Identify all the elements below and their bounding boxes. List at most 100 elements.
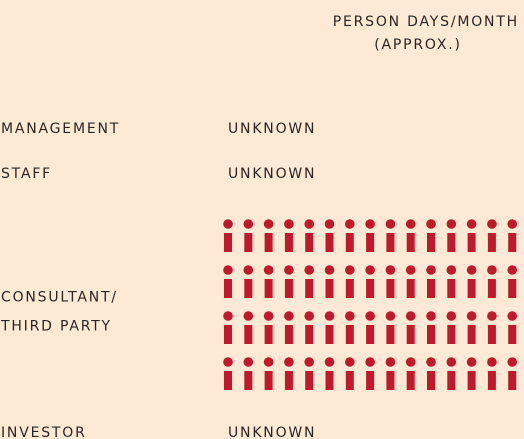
person-body	[305, 325, 314, 344]
row-label: THIRD PARTY	[0, 319, 112, 335]
person-body	[305, 371, 314, 390]
person-body	[467, 233, 476, 252]
person-body	[427, 233, 435, 252]
person-body	[487, 371, 496, 390]
person-body	[305, 233, 314, 252]
row-label: MANAGEMENT	[1, 121, 120, 137]
person-body	[366, 371, 375, 390]
person-body	[325, 325, 334, 344]
person-head	[405, 311, 416, 321]
person-head	[385, 219, 396, 229]
person-body	[264, 371, 273, 390]
person-body	[467, 325, 476, 344]
person-body	[264, 279, 273, 298]
person-head	[487, 357, 497, 367]
person-head	[466, 311, 477, 321]
person-body	[345, 325, 354, 344]
person-body	[224, 279, 232, 298]
header-subtitle: (APPROX.)	[374, 37, 461, 53]
person-head	[243, 265, 254, 275]
person-head	[284, 311, 294, 321]
person-body	[447, 371, 456, 390]
person-body	[325, 233, 334, 252]
person-body	[284, 325, 293, 344]
person-head	[223, 265, 233, 275]
person-head	[426, 265, 436, 275]
person-head	[446, 311, 457, 321]
person-head	[507, 357, 517, 367]
person-head	[426, 311, 436, 321]
person-head	[345, 265, 355, 275]
person-body	[305, 279, 314, 298]
person-head	[324, 219, 335, 229]
person-body	[406, 233, 415, 252]
person-body	[325, 279, 334, 298]
person-body	[224, 371, 232, 390]
person-head	[284, 357, 294, 367]
person-head	[324, 357, 335, 367]
person-body	[244, 233, 253, 252]
person-body	[447, 233, 456, 252]
row-value: UNKNOWN	[228, 121, 316, 137]
person-body	[406, 279, 415, 298]
person-head	[223, 219, 233, 229]
person-body	[325, 371, 334, 390]
person-head	[365, 311, 375, 321]
person-head	[365, 265, 375, 275]
person-head	[223, 311, 233, 321]
person-body	[508, 371, 517, 390]
row-value: UNKNOWN	[228, 425, 316, 439]
person-body	[284, 371, 293, 390]
person-head	[263, 357, 274, 367]
person-body	[447, 279, 456, 298]
person-head	[324, 265, 335, 275]
person-body	[427, 371, 435, 390]
person-body	[467, 279, 476, 298]
person-head	[345, 357, 355, 367]
person-body	[487, 325, 496, 344]
person-body	[447, 325, 456, 344]
person-head	[466, 219, 477, 229]
person-head	[304, 311, 315, 321]
person-body	[264, 325, 273, 344]
person-head	[385, 357, 396, 367]
row-label: CONSULTANT/	[1, 290, 118, 306]
person-body	[244, 325, 253, 344]
person-body	[366, 325, 375, 344]
person-body	[487, 279, 496, 298]
person-head	[405, 357, 416, 367]
person-head	[487, 265, 497, 275]
person-body	[508, 279, 517, 298]
person-head	[466, 265, 477, 275]
person-head	[263, 265, 274, 275]
person-head	[507, 311, 517, 321]
person-head	[385, 265, 396, 275]
person-head	[345, 219, 355, 229]
person-head	[243, 219, 254, 229]
person-head	[243, 357, 254, 367]
row-value: UNKNOWN	[228, 166, 316, 182]
person-head	[304, 219, 315, 229]
person-head	[466, 357, 477, 367]
person-head	[263, 311, 274, 321]
person-head	[446, 357, 457, 367]
person-body	[224, 325, 232, 344]
person-body	[244, 279, 253, 298]
person-head	[385, 311, 396, 321]
header-title: PERSON DAYS/MONTH	[333, 14, 519, 30]
person-body	[406, 325, 415, 344]
person-body	[366, 279, 375, 298]
person-body	[427, 325, 435, 344]
person-body	[244, 371, 253, 390]
person-body	[284, 233, 293, 252]
person-body	[284, 279, 293, 298]
person-body	[366, 233, 375, 252]
person-head	[284, 219, 294, 229]
person-body	[406, 371, 415, 390]
person-head	[324, 311, 335, 321]
person-body	[386, 371, 395, 390]
person-head	[426, 357, 436, 367]
person-body	[345, 371, 354, 390]
